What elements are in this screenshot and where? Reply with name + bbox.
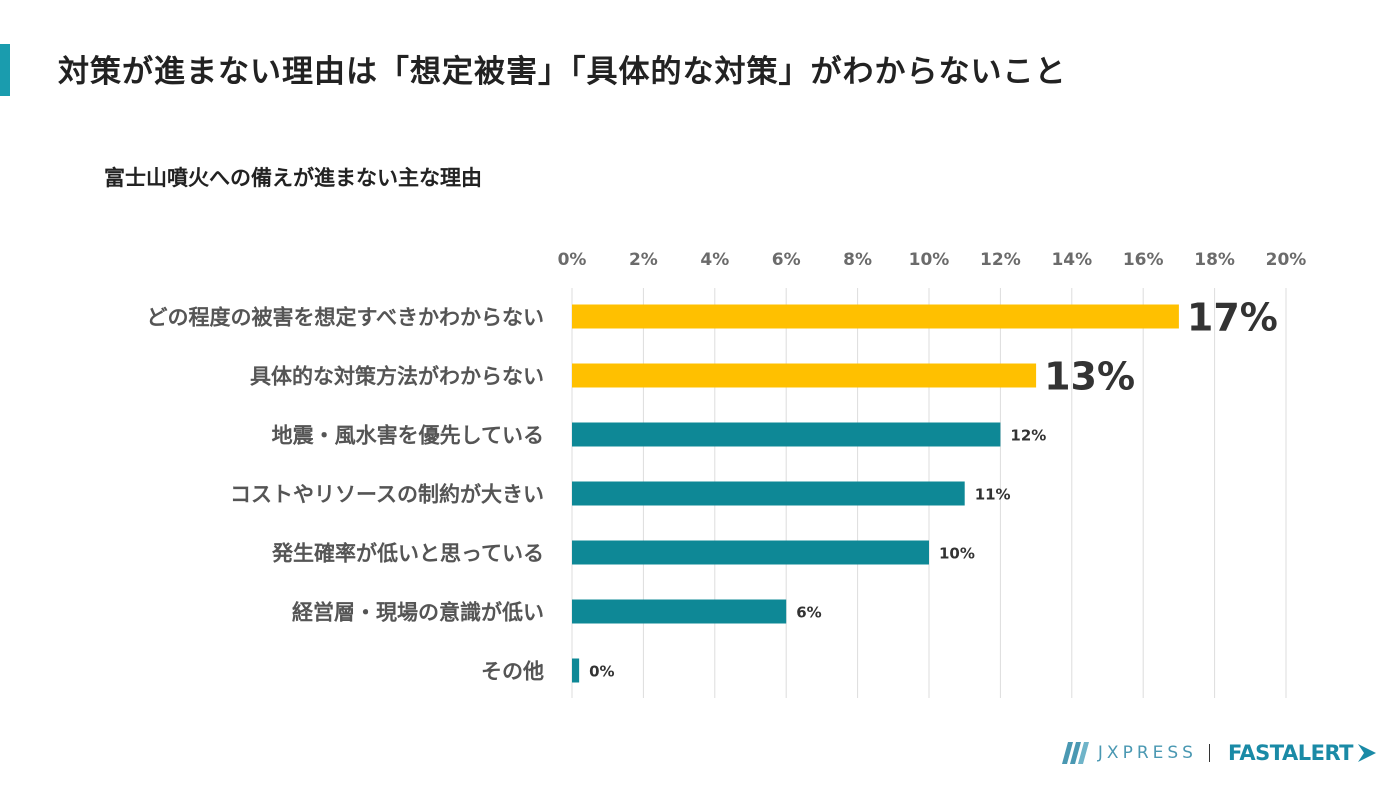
jxpress-wordmark: JXPRESS <box>1097 743 1197 763</box>
bar <box>572 599 787 624</box>
jxpress-logo: JXPRESS <box>1061 742 1197 764</box>
bar <box>572 658 580 683</box>
fastalert-arrow-icon <box>1358 744 1376 762</box>
x-tick-label: 20% <box>1266 250 1307 270</box>
chart-title: 富士山噴火への備えが進まない主な理由 <box>104 166 482 190</box>
x-tick-label: 14% <box>1051 250 1092 270</box>
x-tick-label: 4% <box>700 250 729 270</box>
data-label: 17% <box>1187 296 1278 340</box>
jx-stripes-icon <box>1061 742 1089 764</box>
data-label: 10% <box>939 545 975 563</box>
x-tick-label: 16% <box>1123 250 1164 270</box>
category-label: 発生確率が低いと思っている <box>271 542 544 566</box>
x-tick-label: 2% <box>629 250 658 270</box>
data-label: 6% <box>796 604 821 622</box>
category-label: コストやリソースの制約が大きい <box>230 483 544 507</box>
bar <box>572 540 929 565</box>
footer-logos: JXPRESS FASTALERT <box>1061 738 1378 768</box>
data-label: 11% <box>975 486 1011 504</box>
category-label: その他 <box>481 660 544 684</box>
bar <box>572 363 1037 388</box>
x-tick-label: 12% <box>980 250 1021 270</box>
slide-title: 対策が進まない理由は「想定被害」「具体的な対策」がわからないこと <box>58 54 1067 90</box>
data-label: 13% <box>1044 355 1135 399</box>
x-tick-label: 0% <box>558 250 587 270</box>
x-tick-label: 6% <box>772 250 801 270</box>
title-accent-bar <box>0 44 10 96</box>
bar <box>572 304 1179 329</box>
footer-divider <box>1208 744 1210 762</box>
bar <box>572 422 1001 447</box>
category-label: 地震・風水害を優先している <box>272 424 544 448</box>
data-label: 12% <box>1010 427 1046 445</box>
category-label: 経営層・現場の意識が低い <box>292 601 544 625</box>
x-tick-label: 18% <box>1194 250 1235 270</box>
fastalert-logo: FASTALERT <box>1228 741 1378 765</box>
fastalert-wordmark: FASTALERT <box>1227 741 1354 765</box>
x-tick-label: 8% <box>843 250 872 270</box>
x-tick-label: 10% <box>909 250 950 270</box>
data-label: 0% <box>589 663 614 681</box>
category-label: 具体的な対策方法がわからない <box>250 365 544 389</box>
bar <box>572 481 965 506</box>
category-label: どの程度の被害を想定すべきかわからない <box>146 306 544 330</box>
